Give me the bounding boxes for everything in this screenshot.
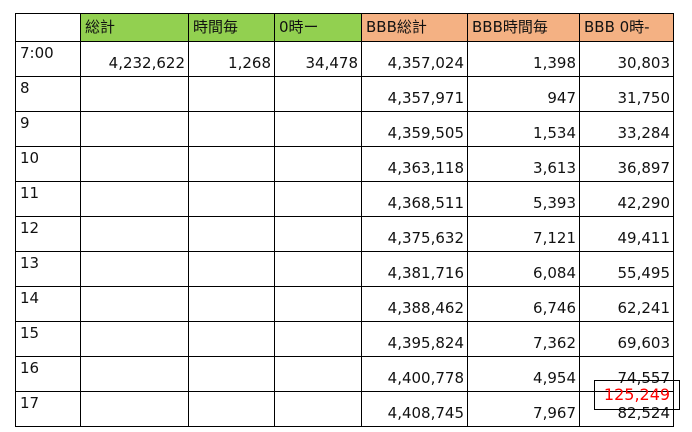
bbb-total-cell[interactable]: 4,388,462 (361, 286, 468, 322)
total-cell[interactable] (80, 356, 189, 392)
bbb-hourly-cell[interactable]: 3,613 (467, 146, 580, 182)
header-corner-cell[interactable] (15, 13, 81, 42)
bbb-from-zero-cell[interactable]: 55,495 (579, 251, 674, 287)
time-cell[interactable]: 14 (15, 286, 81, 322)
table-row: 9 4,359,505 1,534 33,284 (15, 111, 674, 147)
bbb-total-cell[interactable]: 4,400,778 (361, 356, 468, 392)
time-cell[interactable]: 12 (15, 216, 81, 252)
time-cell[interactable]: 15 (15, 321, 81, 357)
total-cell[interactable] (80, 216, 189, 252)
bbb-total-cell[interactable]: 4,408,745 (361, 391, 468, 427)
bbb-from-zero-cell[interactable]: 36,897 (579, 146, 674, 182)
from-zero-cell[interactable] (274, 251, 362, 287)
header-from-zero[interactable]: 0時ー (274, 13, 362, 42)
table-row: 8 4,357,971 947 31,750 (15, 76, 674, 112)
bbb-total-cell[interactable]: 4,363,118 (361, 146, 468, 182)
bbb-hourly-cell[interactable]: 7,121 (467, 216, 580, 252)
header-bbb-total[interactable]: BBB総計 (361, 13, 468, 42)
table-row: 12 4,375,632 7,121 49,411 (15, 216, 674, 252)
table-row: 14 4,388,462 6,746 62,241 (15, 286, 674, 322)
from-zero-cell[interactable] (274, 356, 362, 392)
header-bbb-from-zero[interactable]: BBB 0時- (579, 13, 674, 42)
from-zero-cell[interactable] (274, 111, 362, 147)
total-cell[interactable] (80, 111, 189, 147)
from-zero-cell[interactable] (274, 321, 362, 357)
bbb-hourly-cell[interactable]: 1,398 (467, 41, 580, 77)
from-zero-cell[interactable] (274, 146, 362, 182)
from-zero-cell[interactable] (274, 76, 362, 112)
total-cell[interactable] (80, 321, 189, 357)
time-cell[interactable]: 10 (15, 146, 81, 182)
hourly-cell[interactable]: 1,268 (188, 41, 275, 77)
from-zero-cell[interactable]: 34,478 (274, 41, 362, 77)
hourly-cell[interactable] (188, 216, 275, 252)
table-row: 7:00 4,232,622 1,268 34,478 4,357,024 1,398 30… (15, 41, 674, 77)
table-row: 10 4,363,118 3,613 36,897 (15, 146, 674, 182)
table-row: 15 4,395,824 7,362 69,603 (15, 321, 674, 357)
bbb-hourly-cell[interactable]: 5,393 (467, 181, 580, 217)
table-row: 13 4,381,716 6,084 55,495 (15, 251, 674, 287)
bbb-total-cell[interactable]: 4,368,511 (361, 181, 468, 217)
bbb-from-zero-cell[interactable]: 42,290 (579, 181, 674, 217)
bbb-hourly-cell[interactable]: 6,746 (467, 286, 580, 322)
total-cell[interactable] (80, 76, 189, 112)
data-table: 総計 時間毎 0時ー BBB総計 BBB時間毎 BBB 0時- 7:00 4,23… (15, 13, 674, 427)
table-row: 17 4,408,745 7,967 82,524 (15, 391, 674, 427)
bbb-total-cell[interactable]: 4,357,971 (361, 76, 468, 112)
bbb-from-zero-cell[interactable]: 62,241 (579, 286, 674, 322)
header-hourly[interactable]: 時間毎 (188, 13, 275, 42)
hourly-cell[interactable] (188, 181, 275, 217)
time-cell[interactable]: 16 (15, 356, 81, 392)
time-cell[interactable]: 17 (15, 391, 81, 427)
from-zero-cell[interactable] (274, 286, 362, 322)
from-zero-cell[interactable] (274, 216, 362, 252)
time-cell[interactable]: 13 (15, 251, 81, 287)
header-bbb-hourly[interactable]: BBB時間毎 (467, 13, 580, 42)
total-cell[interactable]: 4,232,622 (80, 41, 189, 77)
time-cell[interactable]: 9 (15, 111, 81, 147)
bbb-from-zero-cell[interactable]: 33,284 (579, 111, 674, 147)
bbb-from-zero-cell[interactable]: 69,603 (579, 321, 674, 357)
bbb-total-cell[interactable]: 4,381,716 (361, 251, 468, 287)
from-zero-cell[interactable] (274, 181, 362, 217)
hourly-cell[interactable] (188, 251, 275, 287)
bbb-hourly-cell[interactable]: 6,084 (467, 251, 580, 287)
bbb-total-cell[interactable]: 4,395,824 (361, 321, 468, 357)
total-cell[interactable] (80, 391, 189, 427)
bbb-hourly-cell[interactable]: 1,534 (467, 111, 580, 147)
hourly-cell[interactable] (188, 391, 275, 427)
total-cell[interactable] (80, 146, 189, 182)
hourly-cell[interactable] (188, 321, 275, 357)
hourly-cell[interactable] (188, 146, 275, 182)
header-total[interactable]: 総計 (80, 13, 189, 42)
hourly-cell[interactable] (188, 286, 275, 322)
bbb-total-cell[interactable]: 4,357,024 (361, 41, 468, 77)
time-cell[interactable]: 8 (15, 76, 81, 112)
from-zero-cell[interactable] (274, 391, 362, 427)
hourly-cell[interactable] (188, 356, 275, 392)
bbb-total-cell[interactable]: 4,375,632 (361, 216, 468, 252)
total-cell[interactable] (80, 286, 189, 322)
bbb-hourly-cell[interactable]: 7,362 (467, 321, 580, 357)
bbb-hourly-cell[interactable]: 7,967 (467, 391, 580, 427)
bbb-hourly-cell[interactable]: 4,954 (467, 356, 580, 392)
total-cell[interactable] (80, 251, 189, 287)
table-row: 16 4,400,778 4,954 74,557 (15, 356, 674, 392)
total-cell[interactable] (80, 181, 189, 217)
hourly-cell[interactable] (188, 76, 275, 112)
bbb-from-zero-cell[interactable]: 30,803 (579, 41, 674, 77)
bbb-from-zero-cell[interactable]: 31,750 (579, 76, 674, 112)
time-cell[interactable]: 7:00 (15, 41, 81, 77)
bbb-from-zero-cell[interactable]: 49,411 (579, 216, 674, 252)
bbb-total-cell[interactable]: 4,359,505 (361, 111, 468, 147)
bbb-hourly-cell[interactable]: 947 (467, 76, 580, 112)
grand-total-cell[interactable]: 125,249 (594, 380, 680, 410)
time-cell[interactable]: 11 (15, 181, 81, 217)
header-row: 総計 時間毎 0時ー BBB総計 BBB時間毎 BBB 0時- (15, 13, 674, 42)
hourly-cell[interactable] (188, 111, 275, 147)
table-row: 11 4,368,511 5,393 42,290 (15, 181, 674, 217)
